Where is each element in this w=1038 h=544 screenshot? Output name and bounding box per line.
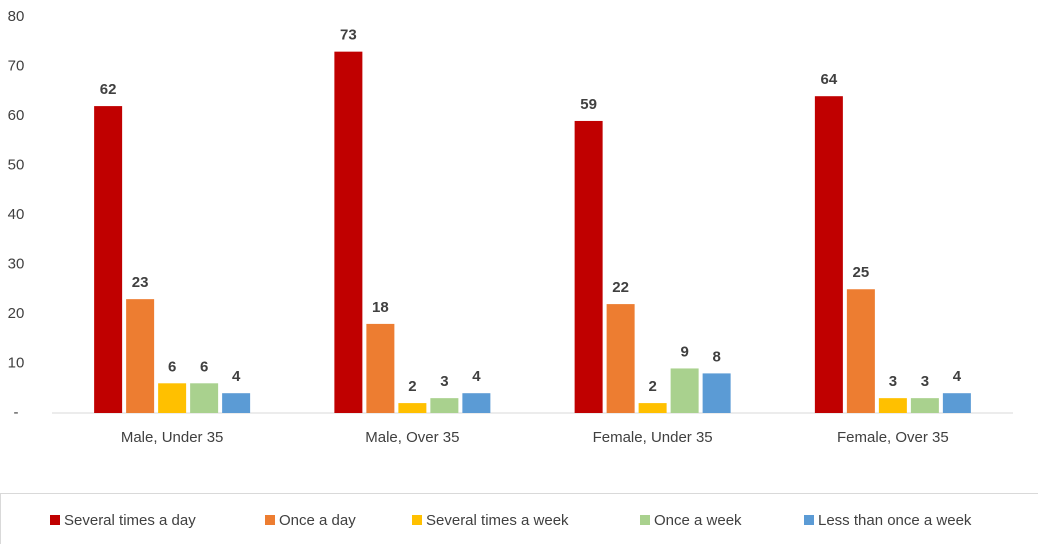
y-tick-label: 40 [8, 206, 25, 223]
bar [638, 403, 667, 413]
x-tick-label: Female, Under 35 [593, 429, 713, 446]
y-tick-label: 10 [8, 354, 25, 371]
legend-swatch [412, 515, 422, 525]
y-tick-label: 20 [8, 305, 25, 322]
legend-swatch [265, 515, 275, 525]
value-label: 2 [408, 378, 416, 395]
legend-label: Less than once a week [818, 512, 972, 529]
bar [814, 96, 843, 413]
bar [670, 368, 699, 413]
value-label: 2 [648, 378, 656, 395]
value-label: 64 [821, 71, 838, 88]
legend-label: Once a day [279, 512, 356, 529]
bar [878, 398, 907, 413]
legend-label: Several times a week [426, 512, 569, 529]
y-tick-label: 80 [8, 8, 25, 25]
value-label: 3 [440, 373, 448, 390]
legend-box [0, 493, 1038, 544]
y-tick-label: 60 [8, 107, 25, 124]
legend-swatch [50, 515, 60, 525]
bar [702, 373, 731, 413]
value-label: 4 [472, 368, 481, 385]
value-label: 59 [580, 96, 597, 113]
bar [846, 289, 875, 413]
value-label: 62 [100, 81, 117, 98]
value-label: 22 [612, 279, 629, 296]
value-label: 4 [232, 368, 241, 385]
value-label: 6 [200, 358, 208, 375]
value-label: 4 [953, 368, 962, 385]
bar [910, 398, 939, 413]
bar [606, 304, 635, 413]
value-label: 23 [132, 274, 149, 291]
value-label: 8 [712, 348, 720, 365]
legend-label: Once a week [654, 512, 742, 529]
y-tick-label: 70 [8, 57, 25, 74]
y-tick-label: 50 [8, 156, 25, 173]
bar [942, 393, 971, 413]
bar [574, 120, 603, 413]
bar [430, 398, 459, 413]
bar [366, 323, 395, 413]
x-tick-label: Male, Under 35 [121, 429, 224, 446]
value-label: 18 [372, 299, 389, 316]
x-tick-label: Female, Over 35 [837, 429, 949, 446]
x-tick-label: Male, Over 35 [365, 429, 459, 446]
y-tick-label: 30 [8, 255, 25, 272]
bar [190, 383, 219, 413]
bar [462, 393, 491, 413]
value-label: 9 [680, 343, 688, 360]
bar [334, 51, 363, 414]
value-label: 6 [168, 358, 176, 375]
value-label: 25 [853, 264, 870, 281]
bar [126, 299, 155, 413]
bar [398, 403, 427, 413]
legend-swatch [804, 515, 814, 525]
value-label: 3 [921, 373, 929, 390]
legend-label: Several times a day [64, 512, 196, 529]
y-tick-label: - [14, 404, 19, 421]
value-label: 73 [340, 27, 357, 44]
bar [222, 393, 251, 413]
legend-swatch [640, 515, 650, 525]
value-label: 3 [889, 373, 897, 390]
bar [158, 383, 187, 413]
bar [94, 106, 123, 413]
